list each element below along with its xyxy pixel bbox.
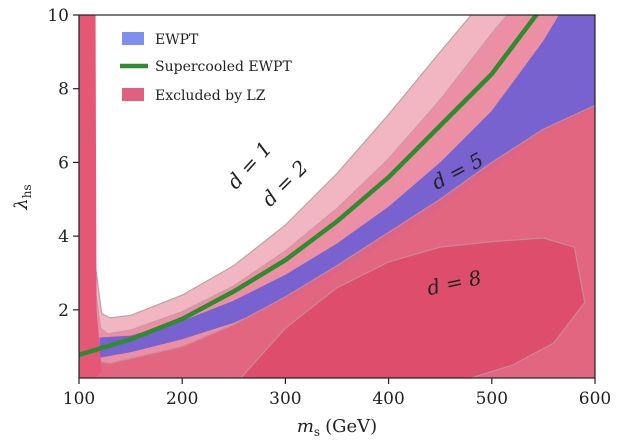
legend-label-ewpt: EWPT: [155, 32, 199, 48]
x-tick-label: 300: [269, 389, 301, 409]
supercooled-ewpt-line: [79, 15, 539, 358]
x-axis-label: ms (GeV): [297, 416, 377, 439]
x-tick-label: 400: [372, 389, 404, 409]
y-tick-label: 4: [58, 227, 69, 247]
exclusion-strip-edge: [84, 15, 102, 378]
x-tick-label: 500: [476, 389, 508, 409]
x-tick-label: 200: [166, 389, 198, 409]
exclusion-region-d8: [240, 237, 586, 378]
y-tick-label: 10: [47, 6, 69, 26]
y-tick-label: 6: [58, 153, 69, 173]
plot-frame: [78, 14, 596, 379]
legend-swatch-ewpt: [122, 32, 144, 45]
plot-area: [79, 15, 595, 378]
y-tick-label: 2: [58, 301, 69, 321]
axis-ticks: 100 200 300 400 500 600 2 4 6 8 10: [47, 6, 611, 409]
ewpt-region: [99, 15, 595, 358]
legend: EWPT Supercooled EWPT Excluded by LZ: [120, 32, 292, 104]
legend-swatch-lz: [122, 88, 144, 101]
legend-label-supercooled: Supercooled EWPT: [155, 59, 292, 75]
x-tick-label: 600: [579, 389, 611, 409]
y-axis-label: λhs: [11, 184, 34, 210]
y-tick-label: 8: [58, 80, 69, 100]
legend-label-lz: Excluded by LZ: [155, 88, 266, 104]
x-tick-label: 100: [63, 389, 95, 409]
